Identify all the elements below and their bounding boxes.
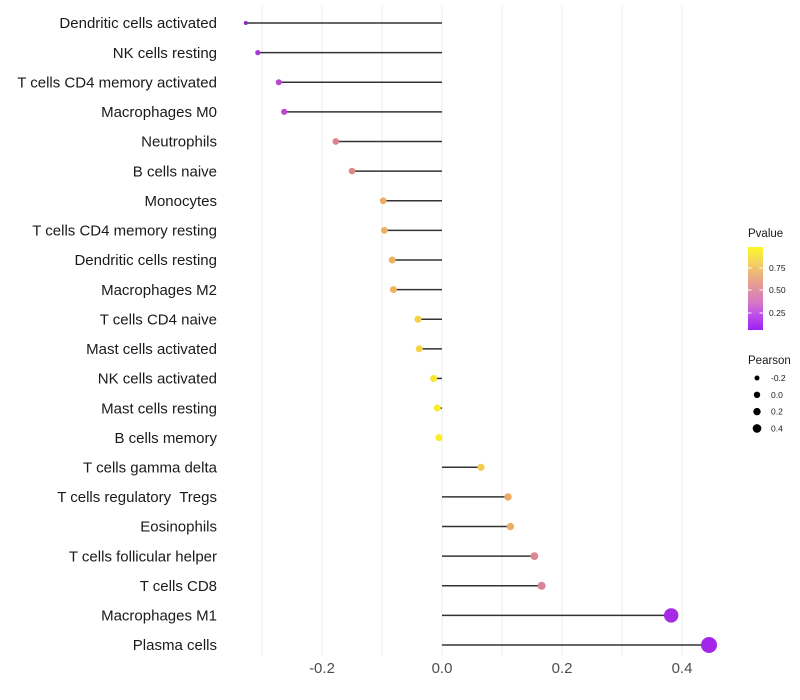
row-label: Dendritic cells resting [74, 252, 217, 269]
row-label: Macrophages M0 [101, 104, 217, 121]
lollipop-dot [243, 21, 248, 25]
row-label: T cells CD4 naive [100, 311, 217, 328]
pvalue-tick-label: 0.75 [769, 263, 786, 273]
lollipop-dot [281, 108, 288, 115]
lollipop-dot [255, 50, 261, 56]
lollipop-dot [477, 463, 485, 471]
lollipop-dot [506, 522, 515, 531]
lollipop-dot [435, 434, 443, 442]
pearson-size-dot [753, 407, 761, 416]
row-label: NK cells activated [98, 371, 217, 388]
lollipop-dot [664, 608, 679, 623]
lollipop-dot [701, 637, 717, 654]
lollipop-dot [389, 286, 397, 294]
pearson-size-dot [754, 375, 760, 381]
row-label: B cells naive [133, 163, 217, 180]
x-tick-label: 0.2 [552, 660, 573, 677]
lollipop-dot [504, 493, 512, 501]
row-label: B cells memory [114, 430, 217, 447]
pearson-legend-title: Pearson [748, 355, 791, 367]
lollipop-dot [530, 552, 539, 561]
lollipop-dot [537, 581, 546, 590]
row-label: T cells follicular helper [69, 548, 217, 565]
pvalue-tick-label: 0.50 [769, 285, 786, 295]
lollipop-dot [332, 138, 340, 145]
lollipop-dot [415, 345, 423, 353]
row-label: T cells gamma delta [83, 460, 218, 477]
lollipop-dot [433, 404, 441, 412]
pearson-size-label: -0.2 [771, 373, 786, 383]
pvalue-colorbar [748, 247, 763, 330]
row-label: Macrophages M1 [101, 608, 217, 625]
row-label: T cells CD8 [140, 578, 217, 595]
row-label: Eosinophils [140, 519, 217, 536]
pearson-size-label: 0.2 [771, 407, 783, 417]
x-tick-label: 0.0 [432, 660, 453, 677]
pvalue-legend-title: Pvalue [748, 228, 783, 240]
pearson-size-dot [752, 424, 762, 433]
row-label: Dendritic cells activated [59, 15, 217, 32]
lollipop-dot [379, 197, 387, 205]
lollipop-dot [414, 315, 422, 323]
row-label: Plasma cells [133, 637, 217, 654]
pearson-size-dot [753, 391, 761, 398]
x-tick-label: 0.4 [672, 660, 693, 677]
lollipop-dot [388, 256, 396, 264]
row-label: T cells CD4 memory activated [17, 74, 217, 91]
row-label: Mast cells activated [86, 341, 217, 358]
lollipop-dot [348, 167, 356, 175]
lollipop-dot [430, 374, 438, 382]
pearson-size-label: 0.0 [771, 390, 783, 400]
pearson-size-label: 0.4 [771, 423, 783, 433]
row-label: Monocytes [144, 193, 217, 210]
pvalue-tick-label: 0.25 [769, 308, 786, 318]
lollipop-dot [275, 79, 282, 86]
row-label: T cells CD4 memory resting [32, 223, 217, 240]
row-label: Mast cells resting [101, 400, 217, 417]
row-label: Macrophages M2 [101, 282, 217, 299]
row-label: Neutrophils [141, 134, 217, 151]
row-label: NK cells resting [113, 45, 217, 62]
x-tick-label: -0.2 [309, 660, 335, 677]
lollipop-dot [381, 226, 388, 234]
row-label: T cells regulatory Tregs [57, 489, 217, 506]
